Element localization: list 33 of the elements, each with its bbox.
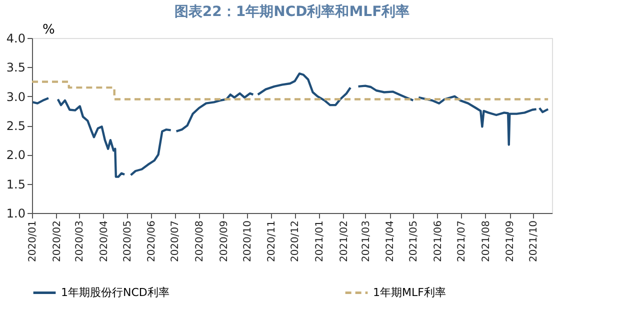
y-tick-label: 2.0 — [6, 148, 26, 162]
x-tick-label: 2020/07 — [170, 220, 182, 262]
y-tick-label: 3.5 — [6, 60, 26, 75]
x-tick-label: 2021/07 — [456, 220, 468, 262]
x-tick-label: 2020/01 — [28, 220, 38, 262]
x-tick-label: 2021/08 — [480, 220, 492, 262]
x-tick-label: 2021/04 — [385, 220, 396, 262]
x-tick-label: 2020/10 — [242, 220, 254, 262]
legend-label: 1年期股份行NCD利率 — [61, 286, 170, 299]
x-tick-label: 2021/06 — [432, 220, 444, 262]
x-tick-label: 2021/01 — [314, 220, 326, 262]
x-tick-label: 2021/02 — [338, 220, 350, 262]
chart-title: 图表22：1年期NCD利率和MLF利率 — [174, 3, 410, 20]
y-tick-label: 1.5 — [6, 177, 26, 192]
x-tick-label: 2021/05 — [408, 220, 420, 262]
x-tick-label: 2020/06 — [146, 220, 158, 262]
y-axis-title: % — [42, 22, 55, 38]
x-tick-label: 2020/12 — [290, 220, 302, 262]
y-tick-label: 3.0 — [6, 90, 26, 104]
x-tick-label: 2020/02 — [52, 220, 63, 262]
x-tick-label: 2021/09 — [505, 220, 516, 262]
legend-label: 1年期MLF利率 — [373, 286, 446, 299]
x-tick-label: 2020/09 — [218, 220, 230, 262]
x-tick-label: 2020/08 — [194, 220, 206, 262]
y-tick-label: 2.5 — [6, 119, 26, 133]
x-tick-label: 2020/11 — [266, 220, 278, 262]
x-tick-label: 2021/03 — [360, 220, 372, 262]
y-tick-label: 1.0 — [6, 206, 26, 220]
x-tick-label: 2020/03 — [74, 220, 86, 262]
y-tick-label: 4.0 — [6, 32, 26, 46]
x-tick-label: 2020/05 — [122, 220, 134, 262]
x-tick-label: 2021/10 — [528, 220, 540, 262]
x-tick-label: 2020/04 — [98, 220, 110, 262]
